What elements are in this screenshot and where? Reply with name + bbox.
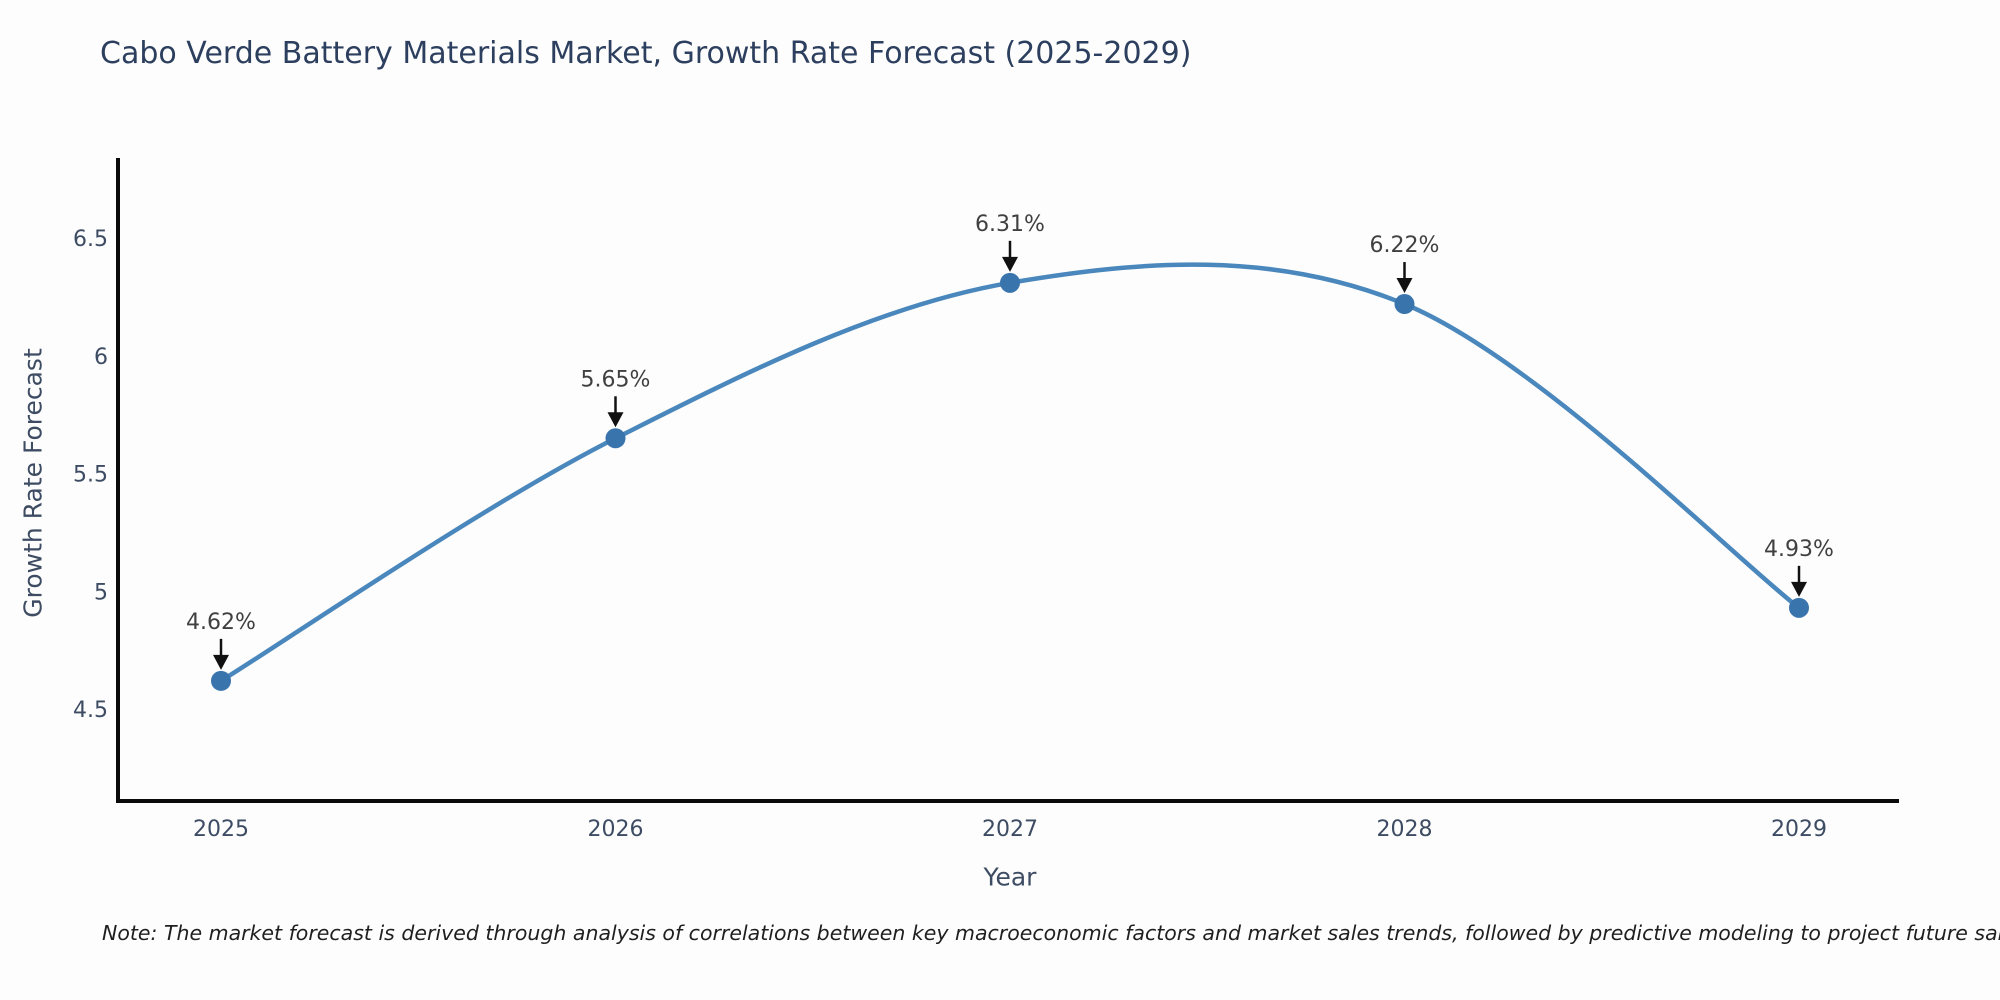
forecast-line (218, 262, 1802, 684)
y-tick-label: 5.5 (73, 463, 108, 488)
point-annotation-label: 6.22% (1370, 233, 1440, 258)
y-axis-title: Growth Rate Forecast (18, 348, 48, 618)
x-tick-label-2028: 2028 (1377, 817, 1433, 842)
y-tick-label: 5 (94, 580, 108, 605)
chart-title: Cabo Verde Battery Materials Market, Gro… (100, 36, 1192, 71)
data-point-2027 (1000, 272, 1020, 293)
annotation-arrow-head-icon (213, 654, 229, 670)
x-axis-title: Year (983, 862, 1037, 892)
point-annotation-label: 6.31% (975, 212, 1045, 237)
annotation-arrow-head-icon (1002, 256, 1018, 272)
y-tick-label: 4.5 (73, 698, 108, 723)
point-annotation-label: 4.62% (186, 610, 256, 635)
y-tick-label: 6.5 (73, 227, 108, 252)
data-point-2026 (605, 428, 626, 449)
annotation-arrow-head-icon (1396, 278, 1413, 294)
footnote: Note: The market forecast is derived thr… (102, 921, 2000, 945)
annotation-arrow-head-icon (607, 412, 624, 428)
data-point-2028 (1394, 294, 1415, 315)
data-point-2029 (1789, 597, 1809, 618)
axis-lines (116, 158, 1899, 803)
x-tick-label-2026: 2026 (588, 817, 644, 842)
x-tick-label-2029: 2029 (1771, 817, 1827, 842)
x-tick-label-2025: 2025 (193, 817, 249, 842)
y-tick-label: 6 (94, 345, 108, 370)
x-tick-label-2027: 2027 (982, 817, 1038, 842)
data-point-2025 (211, 670, 231, 691)
point-annotation-label: 5.65% (581, 367, 651, 392)
point-annotation-label: 4.93% (1764, 537, 1834, 562)
annotation-arrow-head-icon (1791, 581, 1807, 597)
